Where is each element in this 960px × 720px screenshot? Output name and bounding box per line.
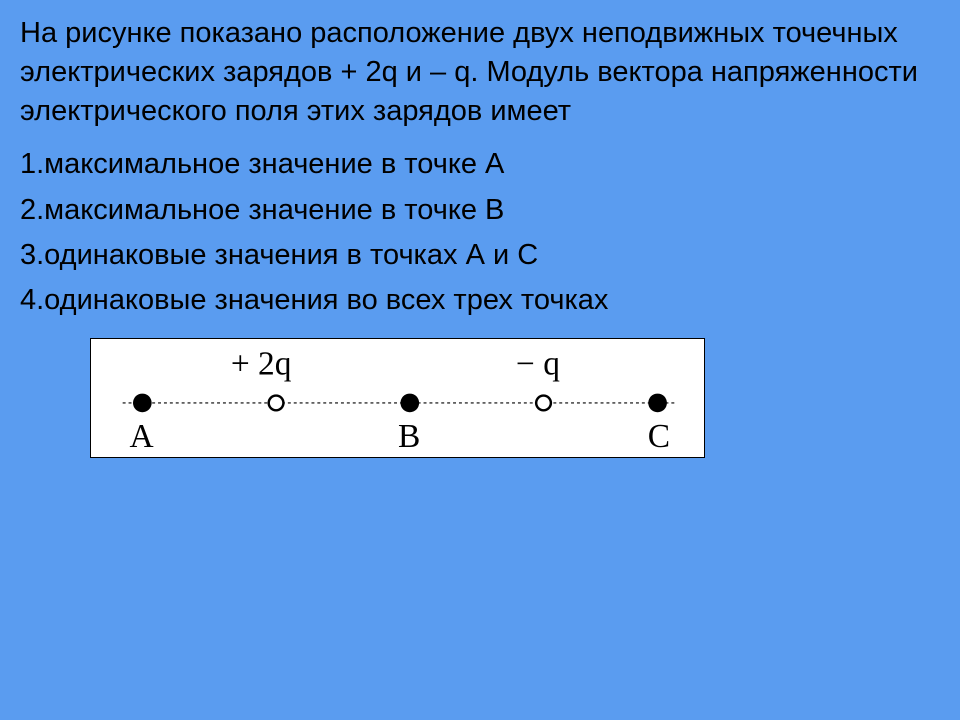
point-q2 [269, 396, 284, 411]
point-A [133, 394, 152, 413]
option-2: 2.максимальное значение в точке В [20, 191, 940, 230]
question-text: На рисунке показано расположение двух не… [20, 14, 940, 131]
point-label-A: A [130, 418, 154, 455]
option-1: 1.максимальное значение в точке А [20, 145, 940, 184]
charge-label-plus2q: + 2q [231, 345, 292, 382]
point-label-B: B [398, 418, 420, 455]
option-4: 4.одинаковые значения во всех трех точка… [20, 281, 940, 320]
diagram-container: + 2q − q A B C [20, 338, 940, 469]
point-qm [536, 396, 551, 411]
point-C [648, 394, 667, 413]
option-3: 3.одинаковые значения в точках А и С [20, 236, 940, 275]
point-B [400, 394, 419, 413]
charge-label-minusq: − q [516, 345, 560, 382]
diagram-svg: + 2q − q A B C [90, 338, 705, 458]
point-label-C: C [648, 418, 670, 455]
